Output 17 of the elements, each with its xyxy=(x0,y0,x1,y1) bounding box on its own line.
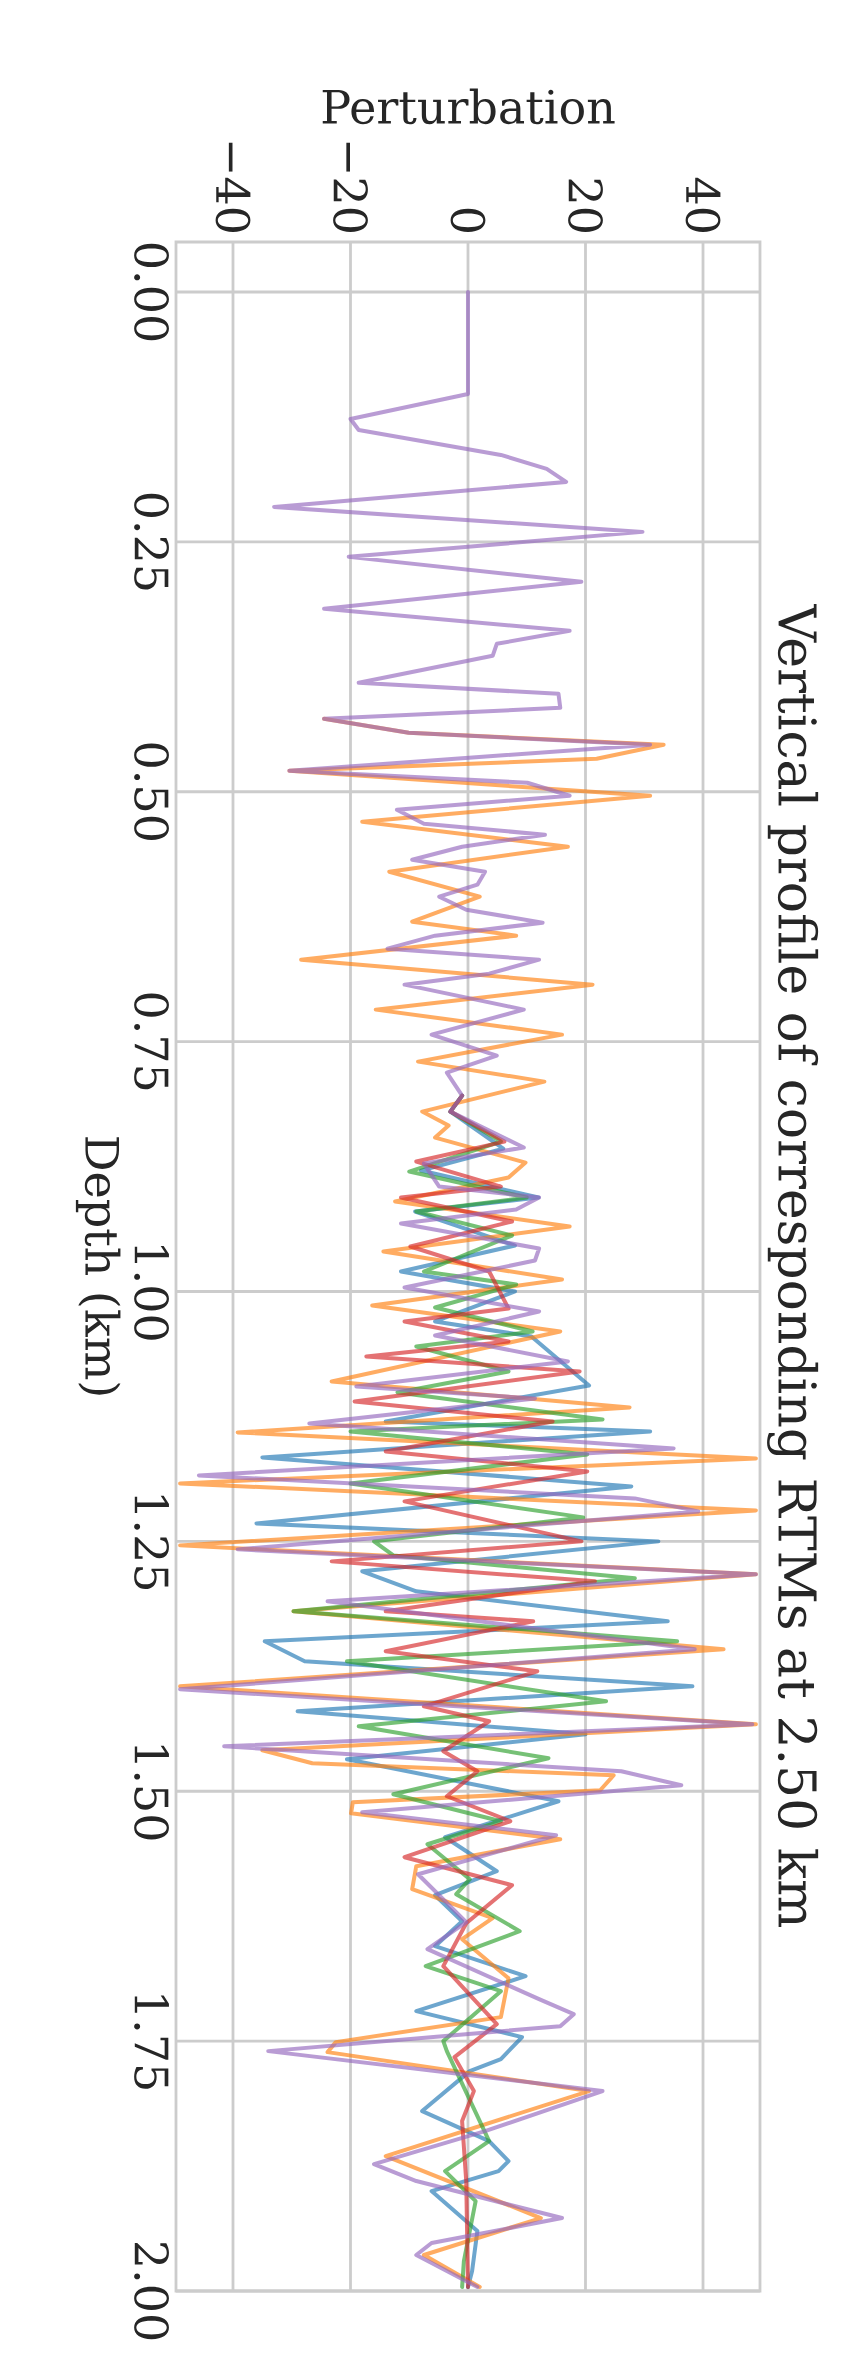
y-tick-label: 0.50 xyxy=(134,743,169,840)
x-axis-title: Perturbation xyxy=(322,88,615,125)
text: Vertical profile of corresponding RTMs at 2.50 km xyxy=(767,603,819,1928)
y-tick-label: 0.25 xyxy=(134,493,169,590)
y-tick-label: 2.00 xyxy=(134,2242,169,2340)
y-axis-title: Depth (km) xyxy=(75,1137,121,1395)
y-tick-label: 1.25 xyxy=(134,1495,169,1590)
y-tick-label: 0.75 xyxy=(134,993,169,1090)
x-tick-label: 0 xyxy=(450,208,486,232)
x-tick-label: −40 xyxy=(215,142,251,232)
y-tick-label: 1.00 xyxy=(134,1245,169,1340)
y-tick-label: 0.00 xyxy=(134,243,169,341)
y-tick-label: 1.50 xyxy=(134,1745,169,1840)
x-tick-label: 20 xyxy=(568,179,603,232)
y-tick-label: 1.75 xyxy=(134,1995,169,2089)
x-tick-label: 40 xyxy=(685,177,721,232)
x-tick-label: −20 xyxy=(333,142,368,232)
